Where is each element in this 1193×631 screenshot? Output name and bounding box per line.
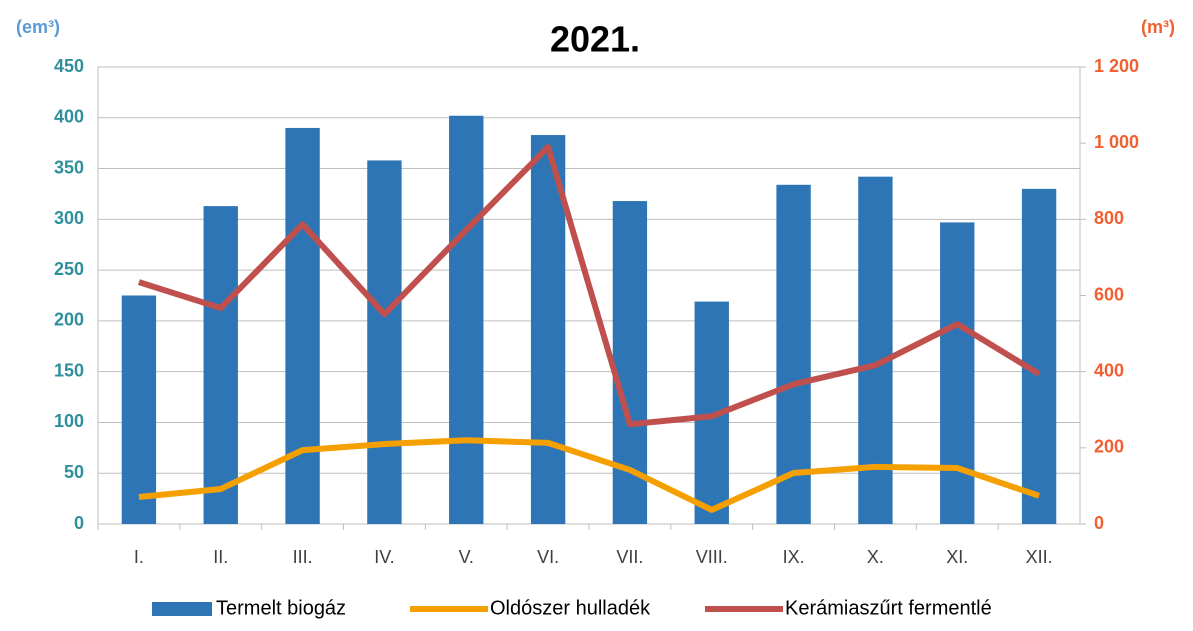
legend-label: Termelt biogáz: [216, 597, 346, 619]
bar: [530, 135, 566, 524]
x-tick-label: IX.: [783, 547, 805, 567]
bar: [776, 184, 811, 524]
bar: [858, 176, 893, 524]
y-tick-label: 200: [54, 310, 84, 330]
legend-swatch: [152, 602, 212, 616]
legend-label: Oldószer hulladék: [490, 597, 651, 619]
x-tick-label: XI.: [946, 547, 968, 567]
x-tick-label: VI.: [537, 547, 559, 567]
y-tick-label: 50: [64, 462, 84, 482]
y-tick-label: 300: [54, 208, 84, 228]
y-tick-label: 350: [54, 157, 84, 177]
line: [138, 143, 1041, 428]
bar: [367, 160, 402, 525]
bar: [449, 115, 484, 524]
y-tick-label: 250: [54, 259, 84, 279]
y2-tick-label: 400: [1094, 360, 1124, 380]
x-tick-label: IV.: [374, 547, 394, 567]
bar: [203, 206, 238, 524]
bar: [940, 222, 975, 524]
x-tick-label: VIII.: [696, 547, 728, 567]
y-tick-label: 400: [54, 107, 84, 127]
bar: [1021, 188, 1057, 524]
x-tick-label: XII.: [1026, 547, 1053, 567]
bar: [121, 295, 157, 524]
y2-axis-label: (m³): [1141, 17, 1175, 37]
x-tick-label: I.: [134, 547, 144, 567]
x-tick-label: II.: [213, 547, 228, 567]
y-tick-label: 150: [54, 360, 84, 380]
y2-tick-label: 800: [1094, 208, 1124, 228]
y-tick-label: 0: [74, 513, 84, 533]
x-tick-label: III.: [293, 547, 313, 567]
y-tick-label: 450: [54, 56, 84, 76]
y2-tick-label: 1 000: [1094, 132, 1139, 152]
x-tick-label: X.: [867, 547, 884, 567]
y2-tick-label: 600: [1094, 284, 1124, 304]
y2-tick-label: 200: [1094, 437, 1124, 457]
chart-title: 2021.: [550, 19, 640, 60]
y2-tick-label: 0: [1094, 513, 1104, 533]
y-axis-label: (em³): [16, 17, 60, 37]
bar: [285, 127, 320, 524]
legend-label: Kerámiaszűrt fermentlé: [785, 597, 992, 619]
line: [138, 437, 1041, 513]
x-tick-label: V.: [459, 547, 474, 567]
y-tick-label: 100: [54, 411, 84, 431]
y2-tick-label: 1 200: [1094, 56, 1139, 76]
x-tick-label: VII.: [616, 547, 643, 567]
